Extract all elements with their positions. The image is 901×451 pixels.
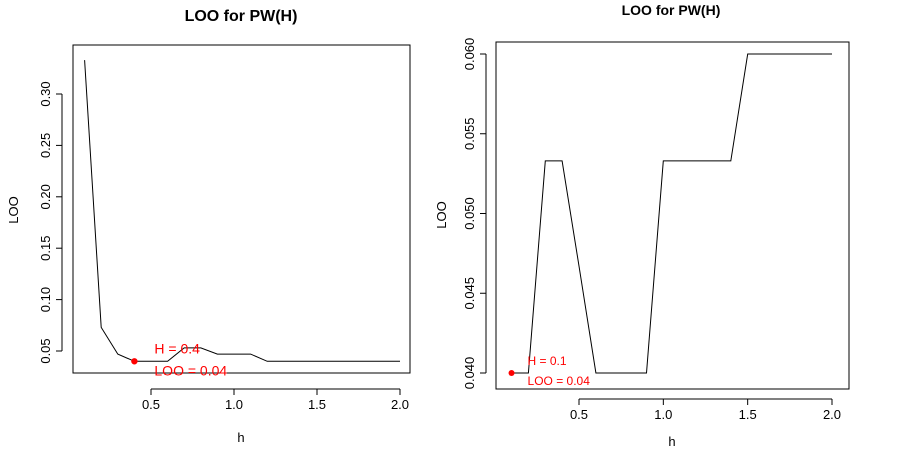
chart-left-x-tick-label: 2.0 <box>391 397 409 412</box>
chart-left-min-point <box>131 358 138 365</box>
chart-right-y-tick-label: 0.050 <box>462 197 477 230</box>
chart-right-x-tick-label: 0.5 <box>570 407 588 422</box>
chart-left-x-tick-label: 0.5 <box>142 397 160 412</box>
chart-left-x-axis-label: h <box>237 430 244 445</box>
chart-right-annotation-h: H = 0.1 <box>528 354 567 368</box>
chart-right-x-axis-label: h <box>668 434 675 449</box>
chart-right-y-tick-label: 0.040 <box>462 357 477 390</box>
chart-right-y-tick-label: 0.060 <box>462 38 477 71</box>
chart-left-annotation-loo: LOO = 0.04 <box>154 362 227 378</box>
chart-right-x-axis: 0.5 1.0 1.5 2.0 <box>570 398 841 422</box>
chart-right-y-tick-label: 0.055 <box>462 117 477 150</box>
chart-left-plot-frame <box>72 44 411 374</box>
chart-left-y-tick-label: 0.30 <box>38 81 53 106</box>
chart-right-x-tick-label: 1.5 <box>739 407 757 422</box>
chart-left-y-tick-label: 0.15 <box>38 236 53 261</box>
chart-left: LOO for PW(H) 0.5 1.0 1.5 2.0 0.050.100.150… <box>6 8 411 445</box>
chart-right-y-tick-label: 0.045 <box>462 277 477 310</box>
chart-left-y-tick-label: 0.20 <box>38 184 53 209</box>
chart-right-title: LOO for PW(H) <box>622 2 721 18</box>
chart-left-series-line <box>84 60 400 362</box>
chart-left-y-axis: 0.05 0.10 0.15 0.20 0.25 0.30 <box>38 81 63 364</box>
chart-right-y-axis: 0.040 0.045 0.050 0.055 0.060 <box>462 38 487 390</box>
chart-left-highlight: H = 0.4 LOO = 0.04 <box>131 340 227 378</box>
chart-left-x-tick-label: 1.0 <box>225 397 243 412</box>
chart-left-annotation-h: H = 0.4 <box>154 340 200 356</box>
chart-right-series-line <box>511 53 832 374</box>
chart-left-y-axis-label: LOO <box>6 196 21 223</box>
chart-right-plot-frame <box>495 41 850 390</box>
chart-right-x-tick-label: 2.0 <box>823 407 841 422</box>
chart-right-y-axis-label: LOO <box>434 201 449 228</box>
chart-left-y-tick-label: 0.25 <box>38 133 53 158</box>
chart-right-x-tick-label: 1.0 <box>654 407 672 422</box>
chart-left-title: LOO for PW(H) <box>185 8 298 25</box>
chart-left-y-tick-label: 0.10 <box>38 287 53 312</box>
chart-left-series <box>84 60 400 362</box>
chart-left-x-tick-label: 1.5 <box>308 397 326 412</box>
chart-right-annotation-loo: LOO = 0.04 <box>528 374 591 388</box>
chart-right-highlight: H = 0.1 LOO = 0.04 <box>508 354 591 388</box>
chart-right: LOO for PW(H) 0.5 1.0 1.5 2.0 0.0400.0450.0… <box>434 2 850 449</box>
chart-left-y-tick-label: 0.05 <box>38 338 53 363</box>
chart-left-x-axis: 0.5 1.0 1.5 2.0 <box>142 388 409 412</box>
chart-right-min-point <box>508 370 515 376</box>
chart-right-series <box>511 53 832 374</box>
